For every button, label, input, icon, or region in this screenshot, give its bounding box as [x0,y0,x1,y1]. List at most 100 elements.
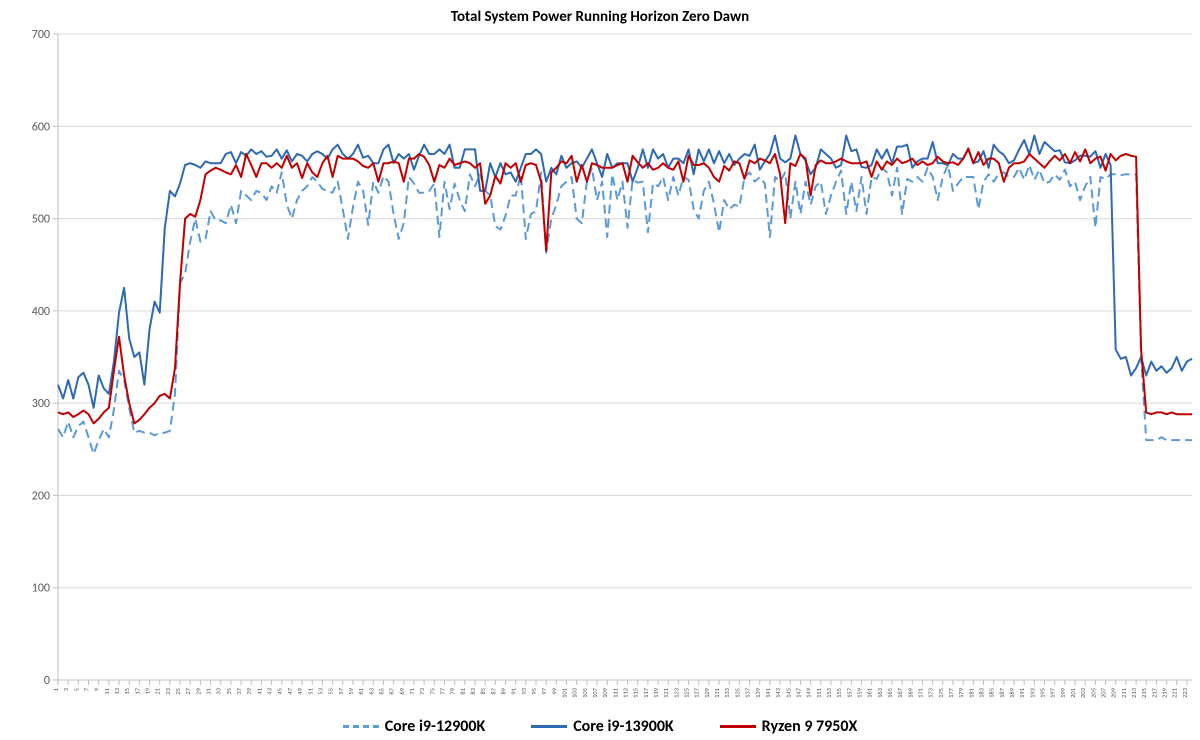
svg-text:117: 117 [642,687,650,698]
svg-text:27: 27 [184,687,192,694]
svg-text:191: 191 [1018,688,1026,698]
svg-text:85: 85 [479,688,487,695]
svg-text:121: 121 [662,688,670,698]
svg-text:119: 119 [652,687,660,698]
svg-text:57: 57 [337,687,345,694]
chart-container: Total System Power Running Horizon Zero … [0,0,1200,740]
svg-text:137: 137 [744,687,752,698]
svg-text:3: 3 [62,687,70,691]
svg-text:13: 13 [113,687,121,694]
svg-text:165: 165 [886,688,894,698]
svg-text:103: 103 [571,687,579,698]
svg-text:185: 185 [988,688,996,698]
svg-text:97: 97 [540,687,548,694]
legend-label: Core i9-13900K [573,717,673,736]
svg-text:81: 81 [459,688,467,695]
svg-text:125: 125 [683,688,691,698]
svg-text:163: 163 [876,687,884,698]
svg-text:177: 177 [947,687,955,698]
svg-text:51: 51 [306,688,314,695]
svg-text:67: 67 [388,687,396,694]
svg-text:19: 19 [144,687,152,694]
svg-text:61: 61 [357,688,365,695]
svg-text:0: 0 [44,674,50,688]
svg-text:205: 205 [1089,688,1097,698]
svg-text:63: 63 [367,687,375,694]
svg-text:155: 155 [835,688,843,698]
svg-text:69: 69 [398,687,406,694]
svg-text:207: 207 [1100,687,1108,698]
chart-plot: 0100200300400500600700135791113151719212… [0,0,1200,740]
svg-text:39: 39 [245,687,253,694]
svg-text:71: 71 [408,688,416,695]
legend-swatch [343,725,379,728]
legend-item: Core i9-13900K [531,717,673,736]
svg-text:197: 197 [1049,687,1057,698]
svg-text:113: 113 [622,687,630,698]
svg-text:55: 55 [327,688,335,695]
svg-text:100: 100 [32,582,50,596]
svg-text:5: 5 [72,688,80,691]
svg-text:215: 215 [1140,688,1148,698]
svg-text:187: 187 [998,687,1006,698]
svg-text:41: 41 [255,688,263,695]
svg-text:219: 219 [1161,687,1169,698]
svg-text:189: 189 [1008,687,1016,698]
svg-text:73: 73 [418,687,426,694]
svg-text:33: 33 [215,687,223,694]
svg-text:7: 7 [83,687,91,691]
svg-text:15: 15 [123,688,131,695]
svg-text:49: 49 [296,687,304,694]
svg-text:169: 169 [906,687,914,698]
svg-text:400: 400 [32,305,50,319]
svg-text:195: 195 [1039,688,1047,698]
svg-text:109: 109 [601,687,609,698]
svg-text:161: 161 [866,688,874,698]
svg-text:17: 17 [133,687,141,694]
svg-text:199: 199 [1059,687,1067,698]
svg-text:25: 25 [174,688,182,695]
svg-text:145: 145 [784,688,792,698]
svg-text:53: 53 [316,687,324,694]
svg-text:43: 43 [266,687,274,694]
svg-text:135: 135 [733,688,741,698]
svg-text:175: 175 [937,688,945,698]
svg-text:1: 1 [52,688,60,691]
svg-text:157: 157 [845,687,853,698]
svg-text:31: 31 [205,688,213,695]
svg-text:59: 59 [347,687,355,694]
chart-legend: Core i9-12900KCore i9-13900KRyzen 9 7950… [0,717,1200,736]
svg-text:139: 139 [754,687,762,698]
svg-text:181: 181 [967,688,975,698]
svg-text:211: 211 [1120,688,1128,698]
svg-text:37: 37 [235,687,243,694]
svg-text:171: 171 [916,688,924,698]
svg-text:65: 65 [377,688,385,695]
svg-text:83: 83 [469,687,477,694]
svg-text:93: 93 [520,687,528,694]
svg-text:201: 201 [1069,688,1077,698]
svg-text:700: 700 [32,28,50,42]
svg-text:11: 11 [103,688,111,695]
svg-text:23: 23 [164,687,172,694]
svg-text:133: 133 [723,687,731,698]
svg-text:45: 45 [276,688,284,695]
svg-text:105: 105 [581,688,589,698]
legend-label: Core i9-12900K [385,717,485,736]
svg-text:167: 167 [896,687,904,698]
svg-text:35: 35 [225,688,233,695]
svg-text:200: 200 [32,489,50,503]
svg-text:101: 101 [561,688,569,698]
svg-text:29: 29 [194,687,202,694]
svg-text:123: 123 [672,687,680,698]
svg-text:600: 600 [32,120,50,134]
svg-text:209: 209 [1110,687,1118,698]
svg-text:129: 129 [703,687,711,698]
svg-text:147: 147 [794,687,802,698]
svg-text:217: 217 [1150,687,1158,698]
svg-text:115: 115 [632,688,640,698]
svg-text:179: 179 [957,687,965,698]
svg-text:95: 95 [530,688,538,695]
svg-text:127: 127 [693,687,701,698]
svg-text:143: 143 [774,687,782,698]
